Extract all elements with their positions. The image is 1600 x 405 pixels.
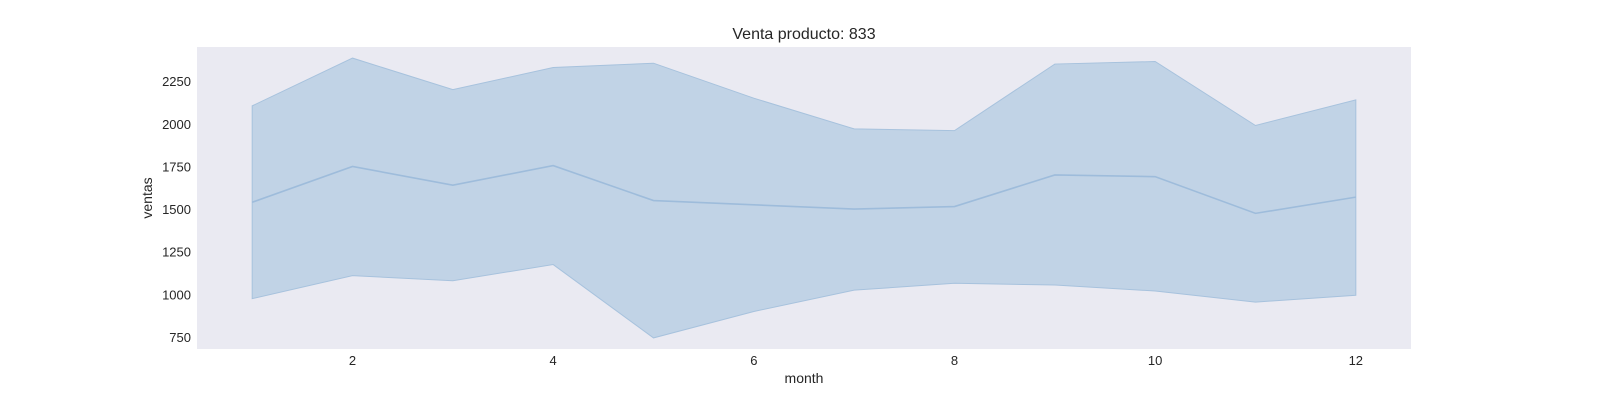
y-tick-label: 1750: [162, 159, 191, 174]
y-tick-label: 1000: [162, 287, 191, 302]
confidence-band-layer: [251, 57, 1357, 339]
x-tick-label: 6: [750, 353, 757, 368]
x-tick-labels: 2 4 6 8 10 12: [349, 353, 1363, 368]
y-axis-label: ventas: [139, 177, 155, 218]
y-tick-label: 2250: [162, 74, 191, 89]
y-tick-label: 1500: [162, 202, 191, 217]
x-tick-label: 4: [550, 353, 557, 368]
y-tick-labels: 750 1000 1250 1500 1750 2000 2250: [162, 74, 191, 345]
x-tick-label: 10: [1148, 353, 1162, 368]
y-tick-label: 750: [169, 330, 191, 345]
x-tick-label: 8: [951, 353, 958, 368]
x-axis-label: month: [785, 370, 824, 386]
confidence-band: [251, 57, 1357, 339]
chart-title: Venta producto: 833: [732, 26, 875, 43]
y-tick-label: 2000: [162, 117, 191, 132]
y-tick-label: 1250: [162, 245, 191, 260]
x-tick-label: 2: [349, 353, 356, 368]
x-tick-label: 12: [1349, 353, 1363, 368]
mean-line-layer: [251, 164, 1356, 215]
mean-line: [251, 164, 1356, 215]
